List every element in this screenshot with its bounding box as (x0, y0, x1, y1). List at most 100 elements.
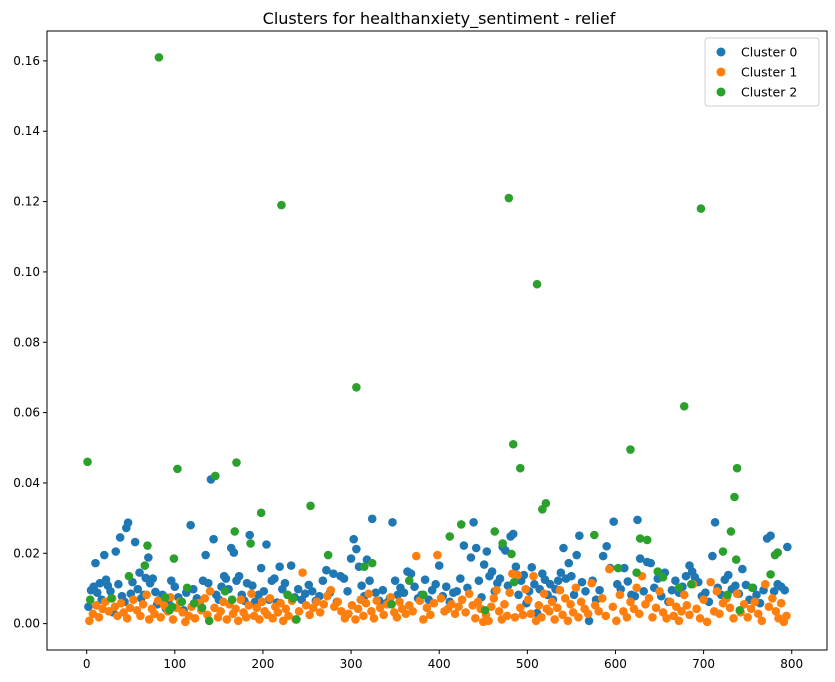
point-cluster-0 (92, 588, 102, 597)
point-cluster-1 (326, 585, 336, 595)
point-cluster-1 (379, 610, 388, 620)
point-cluster-0 (307, 586, 317, 596)
point-cluster-0 (452, 586, 462, 596)
point-cluster-0 (420, 575, 430, 584)
point-cluster-2 (204, 616, 214, 626)
point-cluster-2 (773, 548, 782, 557)
point-cluster-1 (563, 616, 573, 626)
point-cluster-1 (408, 607, 418, 616)
point-cluster-0 (511, 562, 521, 571)
point-cluster-2 (445, 532, 455, 541)
point-cluster-1 (190, 614, 200, 623)
point-cluster-1 (168, 615, 178, 624)
point-cluster-2 (509, 577, 519, 587)
point-cluster-0 (577, 577, 587, 587)
point-cluster-1 (454, 602, 463, 612)
point-cluster-1 (695, 614, 705, 623)
point-cluster-0 (431, 579, 440, 589)
point-cluster-1 (739, 599, 749, 609)
point-cluster-1 (729, 614, 738, 623)
point-cluster-1 (492, 585, 501, 595)
point-cluster-0 (91, 558, 100, 568)
point-cluster-1 (367, 607, 376, 616)
point-cluster-1 (411, 551, 421, 561)
point-cluster-0 (270, 574, 279, 583)
point-cluster-2 (167, 602, 177, 612)
point-cluster-0 (256, 563, 266, 573)
point-cluster-1 (515, 603, 525, 613)
point-cluster-1 (375, 603, 385, 613)
point-cluster-1 (771, 607, 781, 616)
point-cluster-0 (466, 553, 476, 562)
point-cluster-1 (473, 597, 483, 607)
point-cluster-2 (723, 590, 732, 600)
point-cluster-0 (681, 571, 691, 581)
point-cluster-1 (651, 603, 661, 613)
point-cluster-0 (286, 561, 296, 570)
point-cluster-1 (298, 568, 307, 577)
point-cluster-0 (209, 534, 218, 544)
point-cluster-0 (671, 576, 680, 586)
point-cluster-0 (487, 567, 497, 576)
point-cluster-1 (401, 609, 411, 619)
point-cluster-2 (674, 583, 684, 593)
point-cluster-2 (490, 527, 500, 536)
point-cluster-1 (337, 607, 346, 616)
point-cluster-1 (679, 590, 689, 600)
point-cluster-0 (581, 586, 590, 596)
point-cluster-2 (83, 457, 92, 467)
point-cluster-0 (275, 562, 284, 571)
point-cluster-0 (84, 602, 93, 612)
point-cluster-1 (550, 615, 559, 624)
point-cluster-1 (576, 597, 586, 607)
point-cluster-0 (248, 581, 257, 590)
point-cluster-1 (369, 614, 379, 623)
point-cluster-1 (372, 596, 381, 606)
point-cluster-1 (494, 607, 504, 616)
point-cluster-0 (148, 574, 158, 583)
point-cluster-2 (735, 605, 745, 615)
point-cluster-0 (609, 517, 619, 526)
point-cluster-0 (352, 544, 361, 554)
point-cluster-1 (558, 610, 567, 620)
point-cluster-2 (480, 605, 490, 615)
point-cluster-1 (471, 614, 480, 623)
point-cluster-1 (615, 590, 625, 600)
point-cluster-2 (173, 464, 182, 474)
point-cluster-2 (508, 439, 518, 449)
point-cluster-1 (359, 611, 368, 621)
point-cluster-1 (429, 598, 439, 608)
point-cluster-2 (718, 547, 728, 556)
point-cluster-2 (85, 595, 95, 605)
point-cluster-1 (319, 599, 329, 609)
point-cluster-1 (662, 614, 671, 623)
point-cluster-2 (590, 530, 599, 540)
point-cluster-1 (518, 610, 528, 620)
point-cluster-1 (626, 597, 635, 607)
point-cluster-2 (246, 539, 255, 548)
point-cluster-1 (252, 603, 262, 613)
point-cluster-0 (441, 582, 451, 591)
point-cluster-1 (746, 604, 756, 614)
point-cluster-2 (653, 567, 663, 576)
point-cluster-0 (378, 585, 388, 595)
point-cluster-1 (539, 589, 549, 599)
point-cluster-1 (547, 597, 557, 607)
y-tick-label: 0.12 (13, 195, 40, 209)
point-cluster-0 (339, 574, 349, 583)
point-cluster-0 (259, 586, 269, 596)
point-cluster-1 (574, 612, 583, 622)
point-cluster-0 (99, 550, 109, 560)
point-cluster-1 (677, 607, 686, 616)
point-cluster-0 (623, 577, 633, 586)
point-cluster-0 (482, 547, 492, 556)
point-cluster-0 (701, 588, 710, 597)
legend-marker (716, 67, 726, 77)
point-cluster-0 (559, 543, 568, 553)
point-cluster-2 (211, 471, 220, 481)
point-cluster-0 (186, 520, 195, 530)
point-cluster-1 (601, 611, 611, 621)
point-cluster-1 (125, 603, 135, 613)
point-cluster-2 (323, 550, 333, 560)
